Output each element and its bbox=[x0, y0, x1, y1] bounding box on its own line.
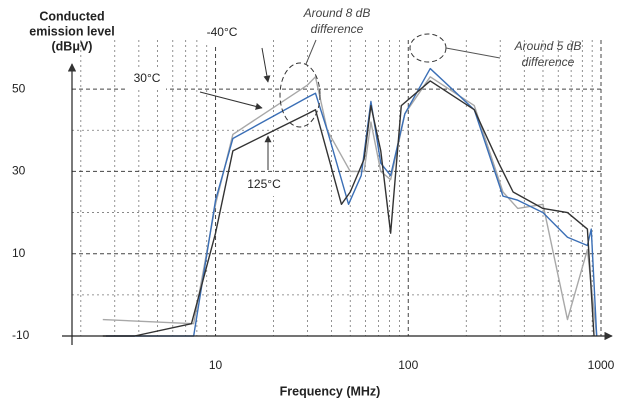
series-lines bbox=[102, 67, 598, 337]
annotation-leader bbox=[305, 39, 317, 65]
annotation: difference bbox=[522, 55, 575, 69]
y-label: (dBμV) bbox=[52, 39, 93, 53]
y-tick-label: 50 bbox=[12, 81, 26, 95]
series-line bbox=[102, 76, 598, 337]
y-tick-label: 30 bbox=[12, 164, 26, 178]
grid bbox=[72, 40, 602, 337]
x-tick-label: 10 bbox=[209, 358, 223, 372]
highlight-ellipse bbox=[409, 33, 447, 63]
annotation-leader bbox=[445, 47, 501, 59]
x-tick-label: 100 bbox=[398, 358, 418, 372]
series-line bbox=[102, 80, 595, 337]
highlight-ellipse bbox=[279, 62, 321, 128]
label-bg bbox=[128, 68, 166, 90]
annotation: Around 5 dB bbox=[514, 39, 582, 53]
series-label: 30°C bbox=[134, 71, 161, 85]
series-label: 125°C bbox=[247, 177, 281, 191]
annotation: Around 8 dB bbox=[303, 6, 371, 20]
annotation: difference bbox=[311, 22, 364, 36]
series-label: -40°C bbox=[207, 25, 238, 39]
series-line bbox=[105, 67, 598, 337]
x-tick-label: 1000 bbox=[588, 358, 615, 372]
label-arrow bbox=[261, 47, 271, 83]
y-tick-label: 10 bbox=[12, 246, 26, 260]
y-label: Conducted bbox=[39, 9, 104, 23]
label-bg bbox=[200, 22, 246, 44]
label-bg bbox=[240, 174, 286, 196]
x-label: Frequency (MHz) bbox=[280, 384, 381, 398]
label-arrow bbox=[199, 91, 263, 110]
y-label: emission level bbox=[29, 24, 114, 38]
y-tick-label: -10 bbox=[12, 328, 30, 342]
